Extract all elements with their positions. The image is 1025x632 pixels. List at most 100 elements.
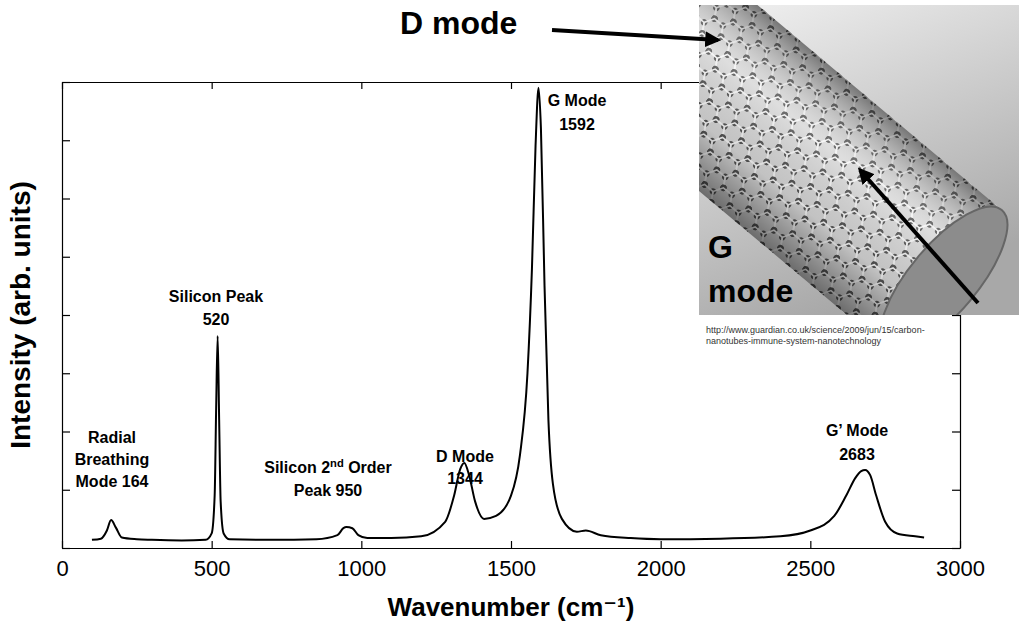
tick: [212, 82, 213, 89]
annotation: 1344: [447, 470, 483, 487]
annotation: 520: [203, 311, 230, 328]
nanotube: [699, 5, 1019, 315]
tick: [952, 490, 960, 491]
atom: [955, 158, 964, 167]
atom: [913, 123, 922, 132]
image-content: [699, 5, 1019, 315]
atom: [745, 255, 754, 264]
bond: [829, 38, 858, 67]
atom: [814, 301, 823, 310]
nanotube-image: [535, 0, 1025, 395]
annotation: G: [708, 229, 733, 265]
tick: [952, 548, 960, 549]
atom: [713, 216, 722, 225]
bond: [956, 144, 985, 173]
tick-mark: [952, 373, 960, 374]
tick-mark: [361, 541, 362, 548]
atom: [699, 212, 703, 221]
tick-mark: [62, 431, 70, 432]
tick-mark: [62, 140, 70, 141]
tick-mark: [62, 82, 70, 83]
atom: [735, 259, 744, 268]
tick: 2500: [786, 541, 835, 581]
tick-mark: [661, 82, 662, 89]
tick: [952, 315, 960, 316]
atom: [863, 80, 872, 89]
tick-mark: [361, 82, 362, 89]
tick-mark: [62, 490, 70, 491]
tick-mark: [212, 82, 213, 89]
tick-mark: [212, 541, 213, 548]
atom: [873, 76, 882, 85]
annotation: G’ Mode: [826, 422, 888, 439]
tick: 1000: [337, 541, 386, 581]
atom: [905, 116, 914, 125]
atom: [787, 17, 796, 26]
text-part: Silicon 2: [264, 459, 330, 476]
tick-mark: [952, 490, 960, 491]
tick-mark: [810, 541, 811, 548]
tick: [661, 82, 662, 89]
arrow: [552, 30, 718, 40]
tick: [952, 432, 960, 433]
atom: [797, 13, 806, 22]
tick: [62, 373, 70, 374]
axis-line: [63, 548, 961, 549]
tick: [511, 82, 512, 89]
text-part: Order: [344, 459, 392, 476]
tick: [62, 432, 70, 433]
tick: [952, 373, 960, 374]
x-axis: 050010001500200025003000: [56, 541, 985, 581]
annotation: 1592: [559, 116, 595, 133]
tick-mark: [952, 315, 960, 316]
atom: [949, 140, 958, 149]
annotation: G Mode: [548, 92, 607, 109]
atom: [738, 237, 747, 246]
atom: [880, 94, 889, 103]
tick-mark: [661, 541, 662, 548]
bond: [855, 60, 884, 89]
atom: [823, 34, 832, 43]
atom: [981, 179, 990, 188]
atom: [854, 73, 863, 82]
image-source: nanotubes-immune-system-nanotechnology: [706, 336, 882, 346]
atom: [795, 297, 804, 306]
tick-mark: [62, 373, 70, 374]
tick-label: 2500: [786, 556, 835, 581]
atom: [738, 237, 747, 246]
atom: [812, 38, 821, 47]
tick-label: 2000: [637, 556, 686, 581]
tick: 500: [194, 541, 231, 581]
annotation: Silicon 2nd Order: [264, 457, 391, 476]
atom: [898, 98, 907, 107]
tick-mark: [62, 198, 70, 199]
tick-mark: [62, 257, 70, 258]
atom: [779, 10, 788, 19]
atom: [804, 31, 813, 40]
tick-mark: [511, 82, 512, 89]
y-axis-title: Intensity (arb. units): [5, 181, 36, 449]
atom: [699, 202, 705, 211]
tick: [62, 199, 70, 200]
annotation: Peak 950: [294, 482, 363, 499]
arrow: [860, 170, 978, 303]
chart: 050010001500200025003000Wavenumber (cm⁻¹…: [0, 0, 1025, 632]
tick-mark: [62, 315, 70, 316]
atom: [829, 52, 838, 61]
annotation: Mode 164: [76, 473, 149, 490]
atom: [764, 258, 773, 267]
atom: [930, 137, 939, 146]
tick: [361, 82, 362, 89]
atom: [804, 304, 813, 313]
atom: [753, 262, 762, 271]
atom: [848, 55, 857, 64]
bond: [699, 196, 705, 225]
tick: [62, 548, 70, 549]
bond: [804, 17, 833, 46]
image-source: http://www.guardian.co.uk/science/2009/j…: [706, 325, 925, 335]
tick-label: 1000: [337, 556, 386, 581]
tick-mark: [62, 548, 70, 549]
atom: [838, 59, 847, 68]
atom: [880, 94, 889, 103]
annotation: Silicon Peak: [169, 288, 263, 305]
